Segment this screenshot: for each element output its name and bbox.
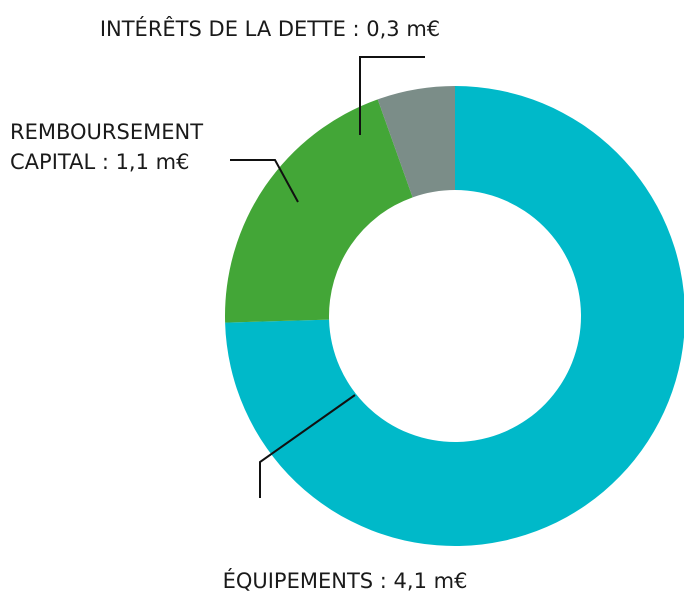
donut-slice: [377, 86, 455, 198]
slice-label: CAPITAL : 1,1 m€: [10, 150, 189, 174]
donut-slice: [225, 86, 684, 546]
leader-line: [259, 394, 356, 498]
slice-label: INTÉRÊTS DE LA DETTE : 0,3 m€: [100, 16, 440, 41]
slice-label: ÉQUIPEMENTS : 4,1 m€: [223, 568, 468, 593]
slice-label: REMBOURSEMENT: [10, 120, 203, 144]
leader-line: [230, 159, 299, 203]
leader-line: [359, 56, 425, 135]
donut-slice: [225, 99, 413, 323]
slices: [225, 86, 684, 546]
